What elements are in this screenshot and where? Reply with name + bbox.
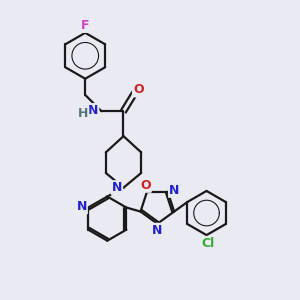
Text: N: N xyxy=(112,181,122,194)
Text: F: F xyxy=(81,19,89,32)
Text: H: H xyxy=(78,107,88,120)
Text: O: O xyxy=(140,179,151,192)
Text: N: N xyxy=(76,200,87,214)
Text: Cl: Cl xyxy=(201,237,214,250)
Text: N: N xyxy=(152,224,163,237)
Text: N: N xyxy=(169,184,179,197)
Text: N: N xyxy=(88,104,98,117)
Text: O: O xyxy=(133,83,143,96)
